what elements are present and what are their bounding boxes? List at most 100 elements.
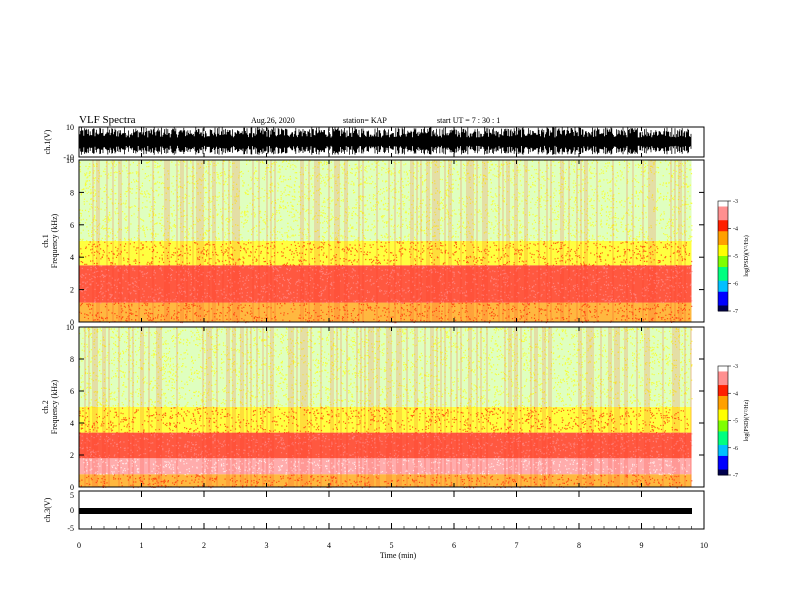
colorbar-label: log(PSD)(V²/Hz) [743,235,750,276]
colorbar-tick: -3 [733,364,738,370]
spectrogram-band-1 [79,265,692,303]
colorbar-segment [718,434,728,438]
spectrogram-speckle-3 [79,160,693,243]
spectrogram-speckle-0 [79,474,693,489]
time-axis-ticks: 0 1 2 3 4 5 6 7 8 9 10 [77,127,708,550]
ch3-waveform-trace [79,508,692,514]
spectrogram-speckle-1 [79,265,693,304]
freq-ytick: 10 [66,323,74,332]
colorbar-segment [718,225,728,229]
time-axis-label: Time (min) [380,551,417,560]
colorbar-tick: -5 [733,419,738,425]
colorbar-segment [718,253,728,257]
time-xtick: 2 [202,541,206,550]
station-label: station= KAP [343,116,387,125]
figure-title: VLF Spectra [79,114,136,126]
time-xtick: 4 [327,541,331,550]
time-xtick: 1 [140,541,144,550]
colorbar-segment [718,447,728,451]
colorbar-segment [718,228,728,232]
time-xtick: 6 [452,541,456,550]
freq-ytick: 0 [70,483,74,492]
colorbar-segment [718,436,728,441]
colorbar-segment [718,269,728,273]
freq-ytick: 6 [70,221,74,230]
colorbar-segment [718,371,728,375]
spectrogram-band-3 [79,407,692,433]
colorbar-tick: -4 [733,227,738,233]
colorbar-segment [718,289,728,293]
colorbar-segment [718,212,728,216]
colorbar-segment [718,245,728,249]
spectrogram-streaks [92,160,686,322]
colorbar-segment [718,461,728,465]
spectrogram-band-1 [79,458,692,475]
colorbar-segment [718,201,728,205]
colorbar-segment [718,401,728,405]
colorbar-segment [718,376,728,381]
colorbar-segment [718,431,728,435]
colorbar-segment [718,420,728,424]
ch2-spectrogram-panel: 0 2 4 6 8 10 ch.2 Frequency (kHz) -3 -4 -5 -6 -7 l… [41,323,750,492]
colorbar-segment [718,220,728,224]
ch3-waveform-ylabel: ch.3(V) [43,497,52,522]
colorbar-label: log(PSD)(V²/Hz) [743,400,750,441]
colorbar-segment [718,366,728,370]
colorbar-segment [718,256,728,260]
colorbar-segment [718,466,728,471]
colorbar-segment [718,283,728,287]
freq-ytick: 2 [70,451,74,460]
colorbar-segment [718,445,728,449]
colorbar-segment [718,453,728,457]
colorbar-segment [718,261,728,265]
colorbar-segment [718,428,728,432]
colorbar-segment [718,382,728,386]
ch3-ytick-5: 5 [70,491,74,500]
ch3-ytick-0: 0 [70,506,74,515]
ch1-waveform-panel: 10 -10 ch.1(V) [43,123,705,162]
time-xtick: 0 [77,541,81,550]
ch1-ytick-top: 10 [66,123,74,132]
colorbar-segment [718,406,728,411]
colorbar-segment [718,398,728,402]
colorbar-segment [718,387,728,392]
colorbar-tick: -5 [733,254,738,260]
colorbar-segment [718,278,728,282]
ch2-colorbar: -3 -4 -5 -6 -7 log(PSD)(V²/Hz) [717,364,750,479]
spectrogram-band-3 [79,160,692,241]
colorbar-segment [718,385,728,389]
spectrogram-speckle-2 [79,241,693,267]
colorbar-segment [718,294,728,298]
freq-ytick: 8 [70,355,74,364]
time-xtick: 5 [390,541,394,550]
colorbar-segment [718,236,728,240]
spectrogram-band-2 [79,432,692,459]
spectrogram-speckle-2 [79,432,693,460]
ch3-waveform-panel: 5 0 -5 ch.3(V) 0 1 2 3 4 5 6 7 8 9 10 Time (min) [43,127,708,560]
colorbar-tick: -6 [733,446,738,452]
time-xtick: 7 [515,541,519,550]
colorbar-segment [718,439,728,443]
colorbar-segment [718,297,728,301]
colorbar-tick: -7 [733,309,738,315]
colorbar-segment [718,275,728,279]
ch3-ytick-neg5: -5 [67,524,74,533]
colorbar-segment [718,286,728,290]
colorbar-tick: -6 [733,282,738,288]
start-time-label: start UT = 7 : 30 : 1 [437,116,500,125]
colorbar-segment [718,417,728,421]
colorbar-segment [718,231,728,235]
colorbar-segment [718,469,728,473]
spectrogram-band-2 [79,241,692,266]
time-xtick: 8 [577,541,581,550]
colorbar-tick: -4 [733,391,738,397]
ch1-ytick-bottom: -10 [63,153,74,162]
colorbar-segment [718,272,728,276]
colorbar-segment [718,302,728,306]
ch2-spectrogram-image [78,327,693,489]
colorbar-tick: -3 [733,199,738,205]
colorbar-segment [718,267,728,271]
ch1-waveform-trace [78,127,692,155]
colorbar-segment [718,472,728,476]
ch1-waveform-ylabel: ch.1(V) [43,129,52,154]
